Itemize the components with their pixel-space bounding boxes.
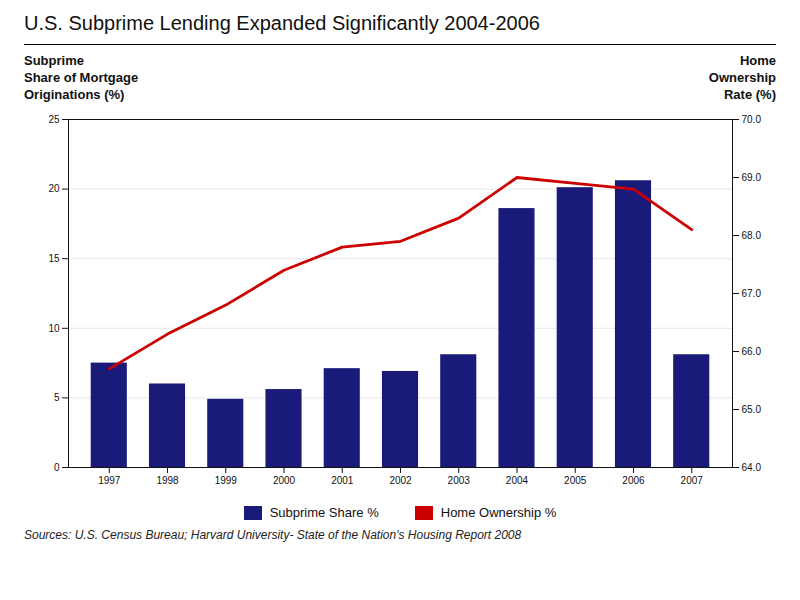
svg-text:64.0: 64.0 [742, 462, 762, 473]
svg-text:2004: 2004 [506, 475, 529, 486]
svg-text:2001: 2001 [331, 475, 354, 486]
svg-text:1997: 1997 [98, 475, 121, 486]
html-text:Subprime Share of Mortgage Ori: Subprime Share of Mortgage Originations … [24, 53, 139, 102]
svg-text:10: 10 [48, 323, 60, 334]
svg-text:67.0: 67.0 [742, 288, 762, 299]
html-text:Home Ownership Rate (%): Home Ownership Rate (%) [708, 53, 776, 102]
html-text:Subprime Share %: Subprime Share % [269, 505, 379, 520]
svg-text:2000: 2000 [273, 475, 296, 486]
html-text:Home Ownership %: Home Ownership % [440, 505, 557, 520]
svg-text:1998: 1998 [156, 475, 179, 486]
svg-text:65.0: 65.0 [742, 404, 762, 415]
svg-text:2005: 2005 [564, 475, 587, 486]
svg-text:2003: 2003 [448, 475, 471, 486]
html-text:Sources: U.S. Census Bureau; H: Sources: U.S. Census Bureau; Harvard Uni… [24, 528, 522, 542]
svg-text:68.0: 68.0 [742, 230, 762, 241]
html-text:U.S. Subprime Lending Expanded: U.S. Subprime Lending Expanded Significa… [24, 12, 540, 34]
svg-text:20: 20 [48, 183, 60, 194]
svg-text:5: 5 [54, 392, 60, 403]
svg-text:2002: 2002 [389, 475, 412, 486]
svg-text:15: 15 [48, 253, 60, 264]
svg-text:66.0: 66.0 [742, 346, 762, 357]
svg-text:2006: 2006 [622, 475, 645, 486]
svg-text:70.0: 70.0 [742, 114, 762, 125]
svg-text:69.0: 69.0 [742, 172, 762, 183]
svg-text:1999: 1999 [215, 475, 238, 486]
svg-text:2007: 2007 [681, 475, 704, 486]
svg-text:0: 0 [54, 462, 60, 473]
svg-text:25: 25 [48, 114, 60, 125]
